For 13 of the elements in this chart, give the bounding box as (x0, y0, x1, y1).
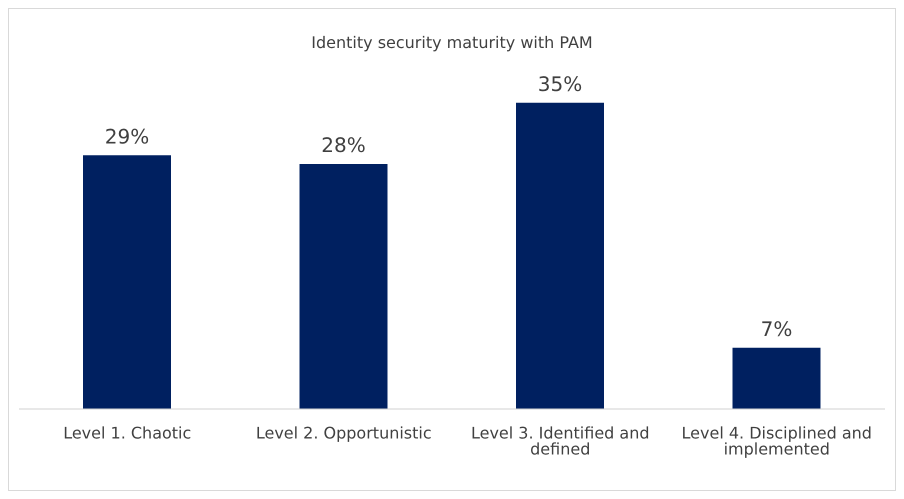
x-tick-label: Level 2. Opportunistic (256, 423, 432, 442)
data-label: 29% (104, 124, 150, 148)
bar (83, 155, 171, 409)
bar (732, 348, 820, 409)
chart-title: Identity security maturity with PAM (310, 33, 594, 52)
x-tick-label: Level 1. Chaotic (63, 423, 192, 442)
data-label: 35% (538, 72, 582, 96)
data-label: 28% (321, 133, 366, 157)
x-tick-label: Level 4. Disciplined and implemented (682, 423, 872, 458)
bar (300, 164, 388, 409)
x-tick-label: Level 3. Identified and defined (470, 423, 650, 458)
bar (516, 102, 604, 409)
data-label: 7% (760, 316, 792, 341)
